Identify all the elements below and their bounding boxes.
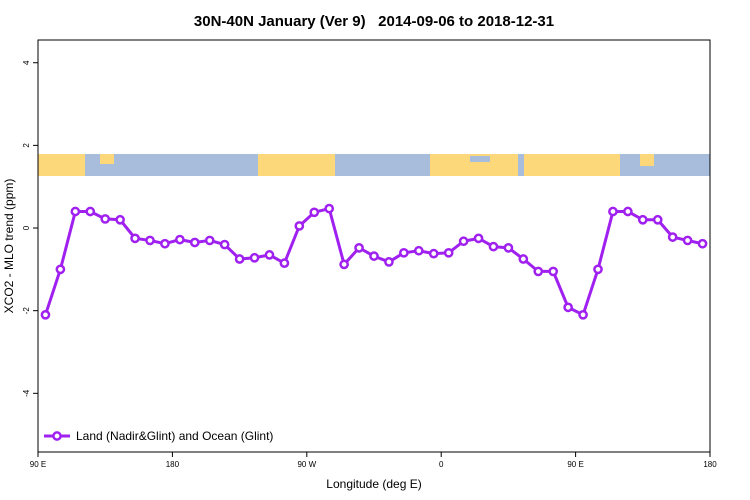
point xyxy=(637,214,648,225)
point xyxy=(160,238,170,249)
point xyxy=(294,221,305,231)
land-patch xyxy=(430,154,518,176)
point xyxy=(533,266,544,277)
x-tick-label: 180 xyxy=(703,460,717,469)
land-patch xyxy=(258,154,335,176)
point xyxy=(339,259,349,270)
land-patch xyxy=(100,154,114,164)
y-tick-label: 0 xyxy=(22,225,31,230)
y-tick-label: 2 xyxy=(22,143,31,148)
x-axis-label: Longitude (deg E) xyxy=(326,477,421,491)
point xyxy=(652,214,663,225)
ocean-patch xyxy=(470,156,490,162)
point xyxy=(354,243,364,253)
point xyxy=(85,206,96,217)
point xyxy=(115,214,125,225)
x-tick-label: 180 xyxy=(166,460,180,469)
series-line xyxy=(44,206,703,317)
y-tick-label: -2 xyxy=(22,307,31,315)
point xyxy=(249,252,260,263)
point xyxy=(623,206,633,217)
point xyxy=(189,237,200,248)
y-tick-label: -4 xyxy=(22,389,31,397)
map-strip xyxy=(38,154,710,176)
point xyxy=(279,258,290,268)
chart-title: 30N-40N January (Ver 9) 2014-09-06 to 20… xyxy=(194,13,554,30)
point xyxy=(488,241,499,252)
point xyxy=(234,254,245,264)
point xyxy=(458,236,469,247)
point xyxy=(100,214,111,224)
point xyxy=(130,233,140,244)
point xyxy=(219,239,230,250)
x-tick-label: 90 E xyxy=(567,460,583,469)
land-patch xyxy=(640,154,654,166)
point xyxy=(682,235,693,246)
point xyxy=(578,309,588,320)
point xyxy=(563,302,573,313)
x-tick-label: 90 W xyxy=(297,460,316,469)
land-patch xyxy=(524,154,620,176)
point xyxy=(324,203,335,214)
point xyxy=(443,247,454,258)
point xyxy=(667,232,678,242)
point xyxy=(548,266,559,277)
y-tick-label: 4 xyxy=(22,60,31,65)
point xyxy=(428,248,439,259)
point xyxy=(473,233,484,244)
legend-label: Land (Nadir&Glint) and Ocean (Glint) xyxy=(76,429,273,443)
point xyxy=(264,250,275,260)
point xyxy=(697,238,708,249)
point xyxy=(204,235,215,246)
plot-frame xyxy=(37,39,711,453)
point xyxy=(503,243,514,253)
point xyxy=(40,309,51,320)
point xyxy=(384,257,394,267)
point xyxy=(608,206,618,217)
point xyxy=(413,245,424,256)
point xyxy=(518,254,529,264)
point xyxy=(309,207,320,218)
x-tick-label: 90 E xyxy=(30,460,46,469)
x-tick-label: 0 xyxy=(439,460,444,469)
point xyxy=(175,234,185,245)
land-patch xyxy=(38,154,85,176)
point xyxy=(369,251,379,261)
point xyxy=(145,235,155,246)
point xyxy=(399,247,409,258)
point xyxy=(593,264,603,275)
point xyxy=(70,206,81,217)
y-axis-label: XCO2 - MLO trend (ppm) xyxy=(2,179,16,314)
point xyxy=(55,264,66,275)
legend-marker xyxy=(52,431,62,441)
